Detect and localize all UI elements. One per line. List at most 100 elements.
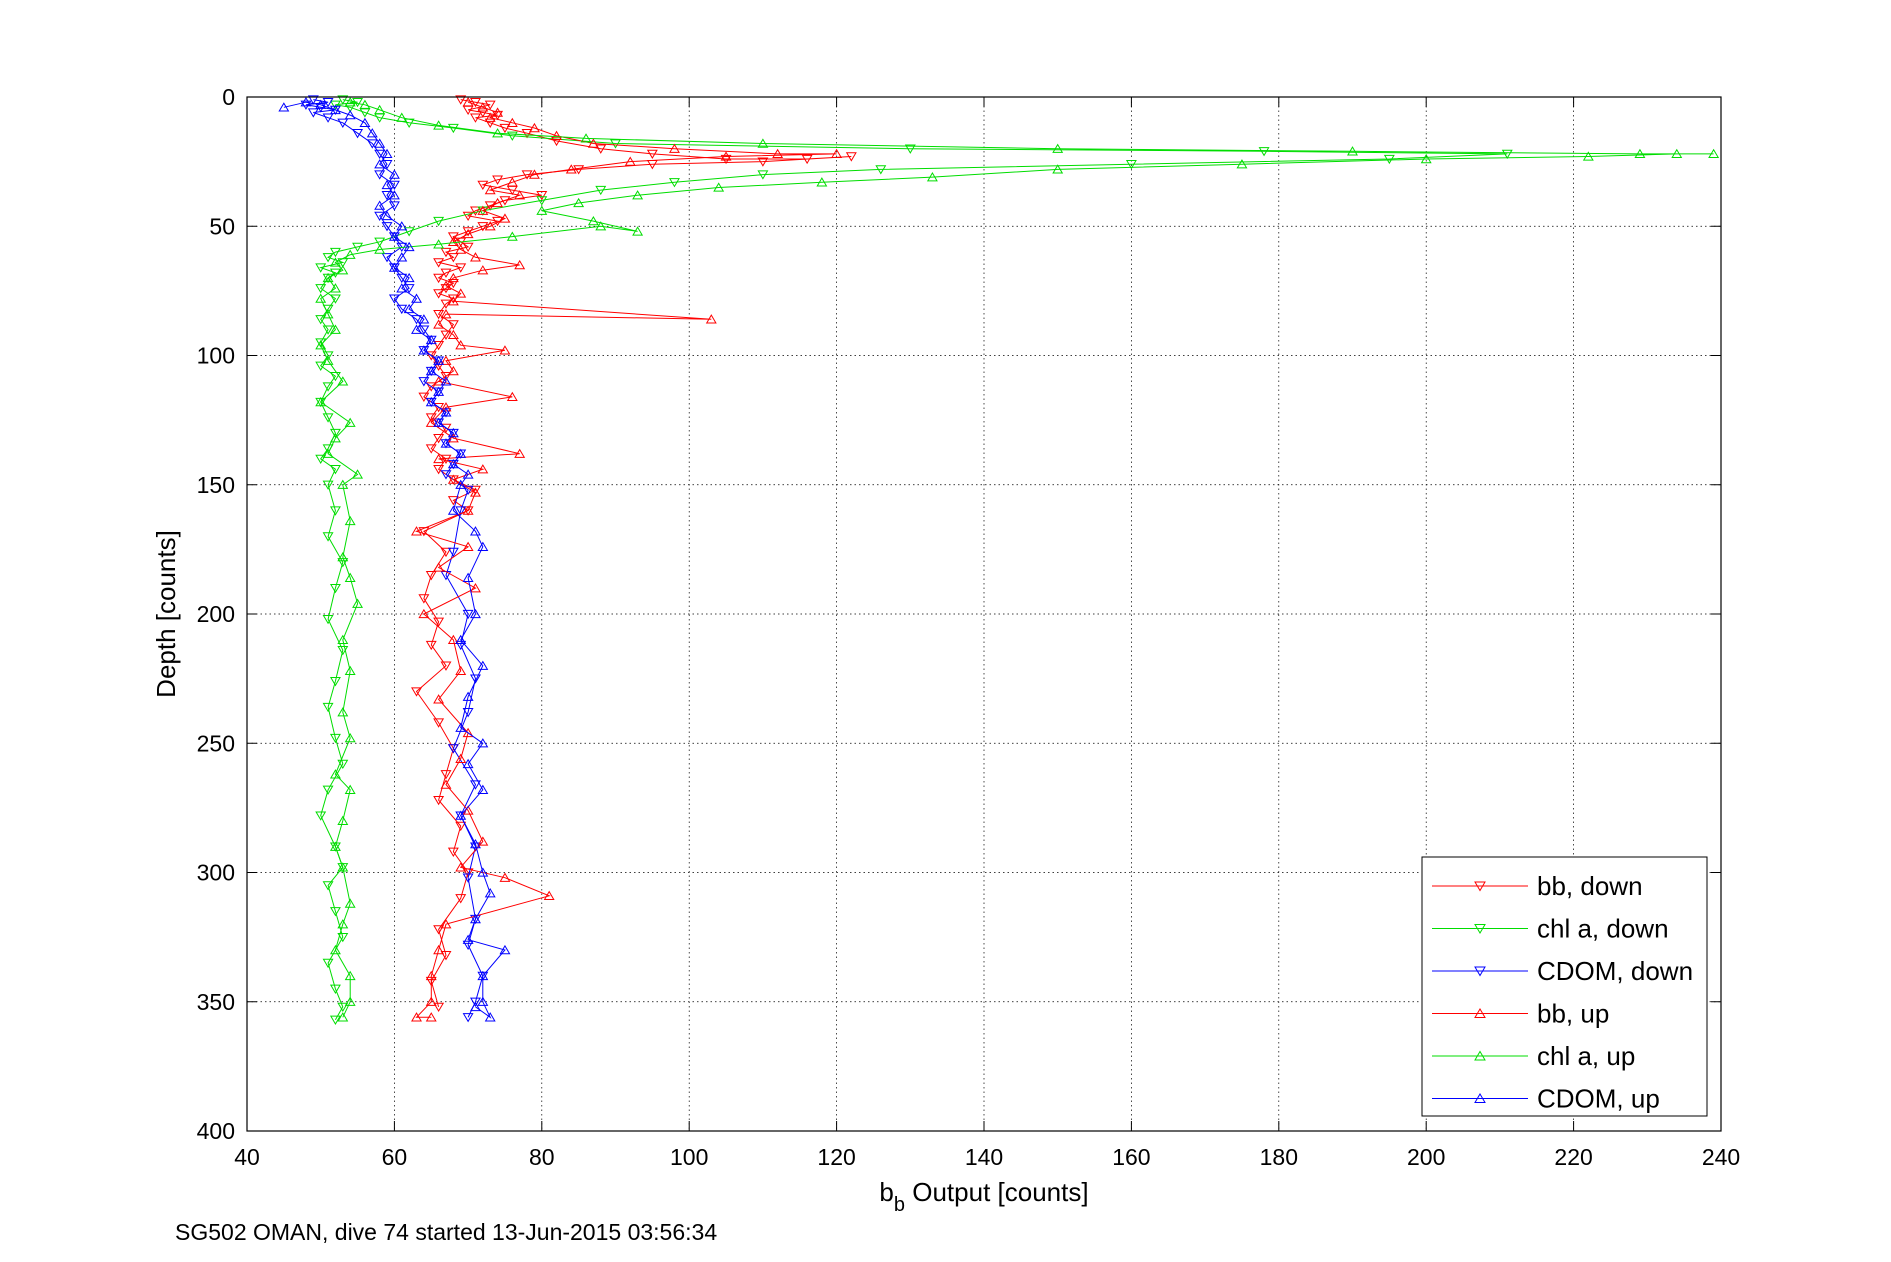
data-point xyxy=(337,552,349,562)
data-point xyxy=(322,97,334,108)
data-point xyxy=(433,289,445,299)
series-line xyxy=(415,99,852,1008)
data-point xyxy=(477,464,489,474)
data-point xyxy=(447,496,459,506)
legend-box xyxy=(1421,856,1708,1117)
y-tick-label: 400 xyxy=(197,1118,235,1144)
data-point xyxy=(381,253,393,263)
data-point xyxy=(418,608,430,619)
data-point xyxy=(315,396,327,407)
data-point xyxy=(374,200,386,210)
data-point xyxy=(433,944,445,955)
data-point xyxy=(425,571,437,581)
data-point xyxy=(469,780,481,790)
data-point xyxy=(455,821,467,832)
data-point xyxy=(322,532,334,542)
data-point xyxy=(322,253,334,263)
data-point xyxy=(433,417,445,427)
data-point xyxy=(388,262,400,272)
data-point xyxy=(469,674,481,684)
data-point xyxy=(374,237,386,247)
data-point xyxy=(462,572,474,582)
data-point xyxy=(506,391,518,402)
data-point xyxy=(396,252,408,262)
data-point xyxy=(462,227,474,237)
data-point xyxy=(411,315,422,325)
data-point xyxy=(396,304,408,315)
data-point xyxy=(425,444,437,454)
x-tick-label: 60 xyxy=(382,1144,408,1170)
data-point xyxy=(595,221,607,231)
data-point xyxy=(329,1015,341,1025)
data-point xyxy=(1501,149,1513,159)
data-point xyxy=(506,117,518,128)
data-point xyxy=(1347,146,1358,156)
data-point xyxy=(374,244,386,254)
data-point xyxy=(462,541,474,551)
data-point xyxy=(403,272,415,283)
data-point xyxy=(388,169,400,179)
data-point xyxy=(469,485,481,496)
data-point xyxy=(573,165,585,175)
data-point xyxy=(462,469,474,479)
data-point xyxy=(455,288,467,298)
data-point xyxy=(455,634,467,645)
data-point xyxy=(322,309,334,319)
data-point xyxy=(388,231,400,241)
data-point xyxy=(381,148,393,159)
y-tick-label: 150 xyxy=(197,472,235,498)
data-point xyxy=(344,103,356,113)
data-point xyxy=(440,407,452,417)
data-point xyxy=(499,196,511,206)
dive-caption: SG502 OMAN, dive 74 started 13-Jun-2015 … xyxy=(175,1219,717,1245)
data-point xyxy=(455,640,467,651)
data-point xyxy=(477,541,489,551)
legend-label: bb, up xyxy=(1537,999,1609,1029)
data-point xyxy=(418,314,430,324)
data-point xyxy=(632,190,644,200)
data-point xyxy=(396,112,408,122)
data-point xyxy=(418,377,430,387)
data-point xyxy=(455,340,467,350)
data-point xyxy=(322,325,334,335)
data-point xyxy=(447,232,459,242)
data-point xyxy=(484,221,496,231)
data-point xyxy=(447,296,459,306)
data-point xyxy=(469,252,481,262)
data-point xyxy=(477,108,489,118)
data-point xyxy=(329,677,341,687)
data-point xyxy=(337,265,349,275)
data-point xyxy=(329,944,341,955)
data-point xyxy=(403,227,415,237)
data-point xyxy=(388,180,400,191)
data-point xyxy=(587,138,599,148)
data-point xyxy=(315,454,327,465)
data-point xyxy=(329,257,341,267)
legend-label: CDOM, up xyxy=(1537,1084,1660,1114)
data-point xyxy=(322,113,334,123)
data-point xyxy=(352,598,364,608)
x-tick-label: 220 xyxy=(1554,1144,1592,1170)
legend-marker xyxy=(1474,881,1486,892)
data-point xyxy=(322,702,334,713)
data-point xyxy=(668,143,680,153)
data-point xyxy=(440,355,452,365)
data-point xyxy=(374,170,386,180)
series-3 xyxy=(411,97,843,1022)
data-point xyxy=(425,417,437,427)
data-point xyxy=(469,583,481,593)
data-point xyxy=(447,272,459,283)
data-point xyxy=(433,340,445,351)
data-point xyxy=(337,118,349,128)
y-tick-label: 200 xyxy=(197,601,235,627)
data-point xyxy=(521,129,533,139)
data-point xyxy=(352,129,364,139)
x-tick-label: 140 xyxy=(965,1144,1003,1170)
data-point xyxy=(344,572,356,582)
data-point xyxy=(425,996,437,1006)
data-point xyxy=(344,970,356,981)
data-point xyxy=(433,319,445,329)
data-point xyxy=(315,284,327,294)
data-point xyxy=(713,182,725,192)
data-point xyxy=(455,894,467,904)
